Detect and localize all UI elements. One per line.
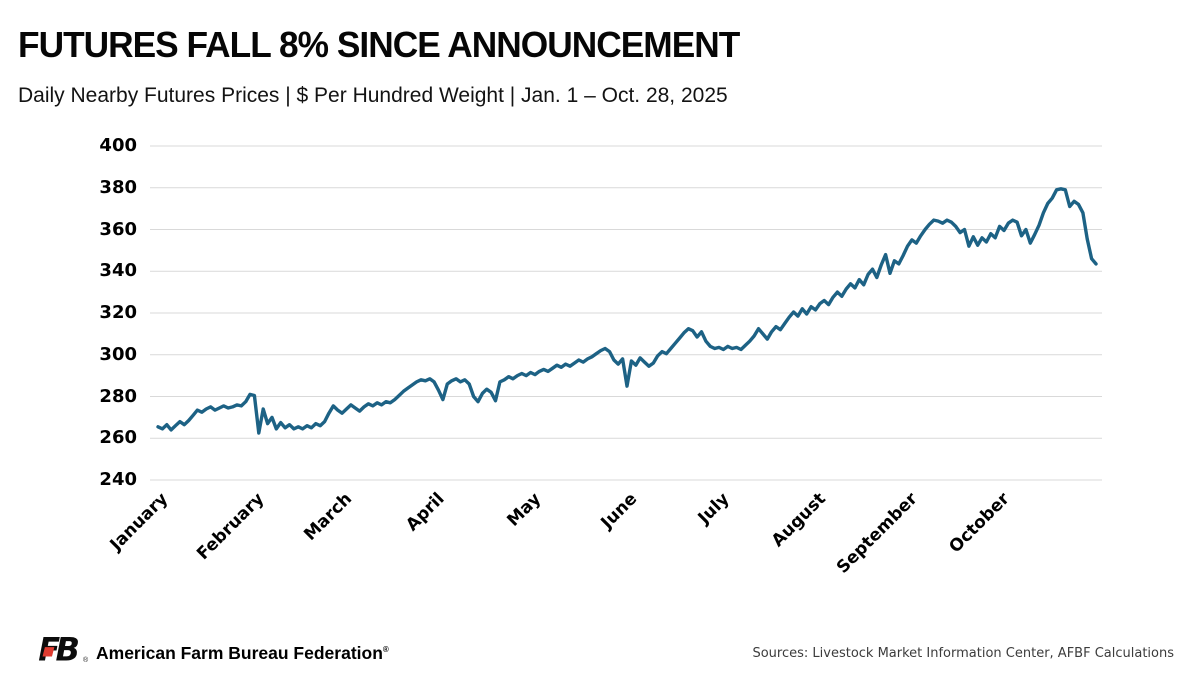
sources-attribution: Sources: Livestock Market Information Ce… bbox=[752, 646, 1174, 661]
y-axis-tick-label: 340 bbox=[99, 260, 137, 282]
y-axis-tick-label: 400 bbox=[99, 135, 137, 156]
y-axis-tick-label: 260 bbox=[99, 427, 137, 449]
y-axis-tick-label: 360 bbox=[99, 218, 137, 240]
organization-name: American Farm Bureau Federation® bbox=[96, 643, 389, 664]
afbf-logo-icon: FB bbox=[38, 632, 83, 666]
price-series-line bbox=[156, 187, 1098, 435]
afbf-logo-red-accent bbox=[42, 647, 55, 657]
y-axis-tick-label: 240 bbox=[99, 469, 137, 490]
y-axis-tick-label: 300 bbox=[99, 343, 137, 365]
y-axis-tick-label: 320 bbox=[99, 302, 137, 323]
org-registered-mark: ® bbox=[382, 645, 389, 655]
logo-registered-mark: ® bbox=[83, 657, 89, 664]
page-title: FUTURES FALL 8% SINCE ANNOUNCEMENT bbox=[18, 24, 740, 65]
organization-name-text: American Farm Bureau Federation bbox=[96, 643, 383, 663]
page-subtitle: Daily Nearby Futures Prices | $ Per Hund… bbox=[18, 84, 728, 107]
y-axis-tick-label: 380 bbox=[99, 176, 137, 198]
y-axis-tick-label: 280 bbox=[99, 385, 137, 407]
afbf-logo-letters: FB bbox=[38, 632, 78, 666]
